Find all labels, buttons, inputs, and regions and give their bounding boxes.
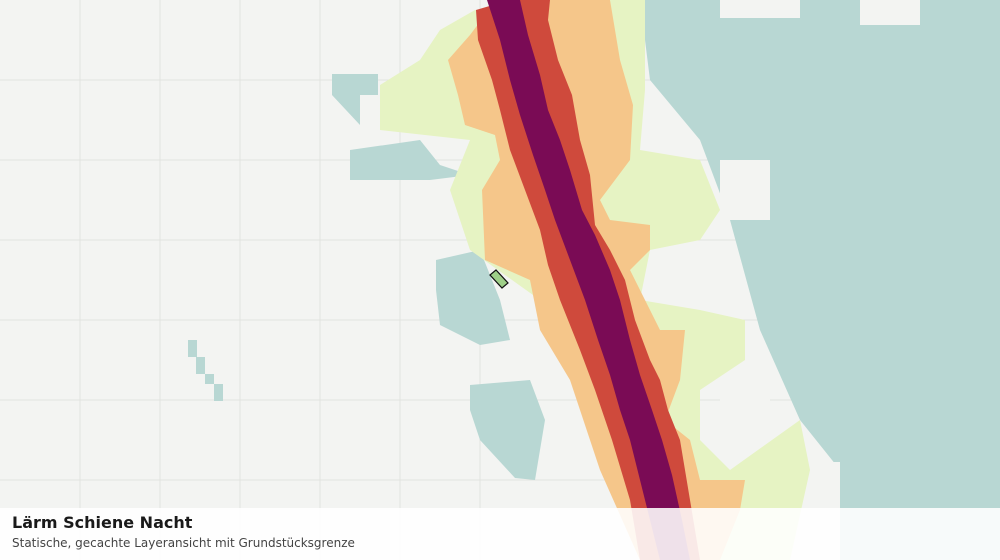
legend-footer xyxy=(0,508,1000,560)
parcel-boundary[interactable] xyxy=(489,269,509,289)
layer-title: Lärm Schiene Nacht xyxy=(12,513,193,532)
noise-zone-low xyxy=(188,0,1000,560)
layer-subtitle: Statische, gecachte Layeransicht mit Gru… xyxy=(12,536,355,550)
noise-zone-very-high xyxy=(487,0,690,560)
